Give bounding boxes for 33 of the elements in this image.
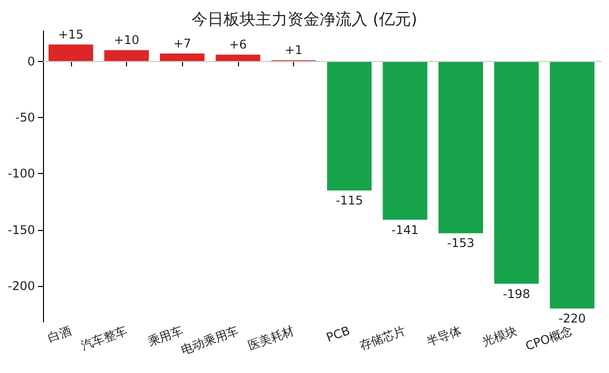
bar bbox=[104, 50, 149, 62]
x-tick-label: PCB bbox=[324, 323, 352, 345]
y-tick-label: -200 bbox=[8, 279, 35, 294]
data-label: +6 bbox=[229, 38, 247, 52]
x-tick-label: 半导体 bbox=[424, 323, 464, 349]
x-tick-label: CPO概念 bbox=[524, 323, 575, 354]
y-tick-label: 0 bbox=[27, 54, 35, 68]
y-tick-label: -150 bbox=[8, 222, 35, 237]
bar bbox=[438, 61, 484, 234]
data-label: +10 bbox=[114, 33, 140, 48]
data-label: -115 bbox=[336, 194, 363, 208]
x-tick-label: 存储芯片 bbox=[358, 323, 408, 353]
data-label: -220 bbox=[558, 312, 586, 326]
x-tick-label: 汽车整车 bbox=[79, 323, 129, 353]
data-label: -198 bbox=[502, 286, 530, 301]
bar bbox=[327, 61, 372, 191]
data-label: -141 bbox=[391, 222, 419, 237]
x-tick-label: 医美耗材 bbox=[246, 323, 296, 353]
y-tick-label: -50 bbox=[15, 110, 35, 125]
bar bbox=[48, 44, 94, 62]
y-tick-label: -100 bbox=[8, 166, 35, 181]
data-label: -153 bbox=[447, 236, 474, 250]
bar bbox=[494, 61, 539, 284]
bar bbox=[382, 61, 428, 220]
data-label: +1 bbox=[284, 43, 302, 58]
x-tick-label: 白酒 bbox=[46, 323, 74, 345]
x-tick-label: 光模块 bbox=[480, 323, 519, 349]
data-label: +7 bbox=[173, 36, 192, 50]
chart-title: 今日板块主力资金净流入 (亿元) bbox=[192, 10, 418, 28]
data-label: +15 bbox=[58, 27, 84, 42]
bar bbox=[550, 61, 594, 309]
bar bbox=[160, 53, 205, 62]
bar bbox=[216, 54, 260, 62]
